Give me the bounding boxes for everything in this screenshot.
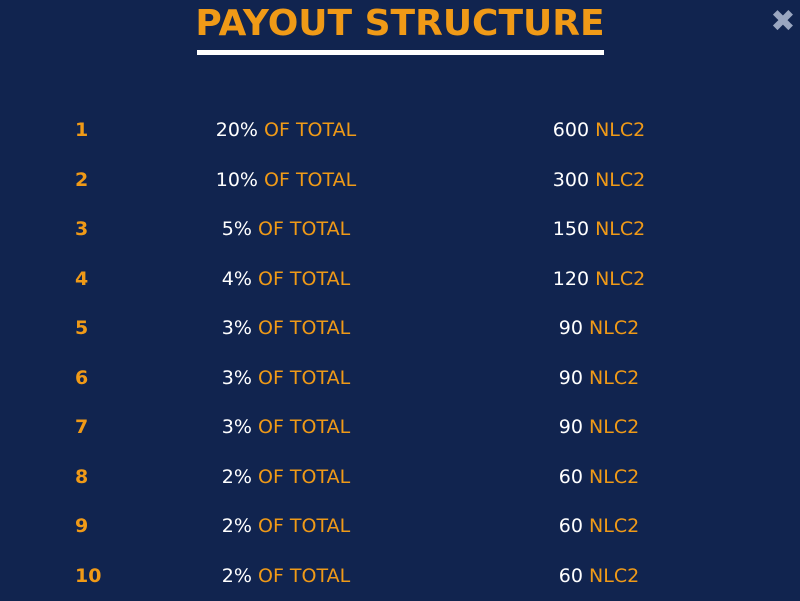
percent-value: 3% [222, 317, 252, 339]
rank-cell: 3 [75, 205, 115, 255]
currency-label: NLC2 [589, 515, 639, 537]
amount-cell: 60 NLC2 [449, 502, 749, 552]
table-row: 8 2% OF TOTAL 60 NLC2 [0, 453, 800, 503]
percent-cell: 20% OF TOTAL [136, 106, 436, 156]
rank-cell: 1 [75, 106, 115, 156]
amount-cell: 90 NLC2 [449, 354, 749, 404]
currency-label: NLC2 [589, 367, 639, 389]
currency-label: NLC2 [595, 218, 645, 240]
rank-cell: 7 [75, 403, 115, 453]
amount-value: 60 [559, 466, 583, 488]
amount-cell: 150 NLC2 [449, 205, 749, 255]
percent-value: 3% [222, 416, 252, 438]
percent-suffix: OF TOTAL [258, 218, 350, 240]
amount-value: 60 [559, 565, 583, 587]
percent-cell: 2% OF TOTAL [136, 552, 436, 601]
rank-cell: 4 [75, 255, 115, 305]
table-row: 6 3% OF TOTAL 90 NLC2 [0, 354, 800, 404]
amount-value: 60 [559, 515, 583, 537]
rank-cell: 5 [75, 304, 115, 354]
percent-suffix: OF TOTAL [258, 367, 350, 389]
currency-label: NLC2 [589, 466, 639, 488]
amount-cell: 90 NLC2 [449, 304, 749, 354]
percent-cell: 3% OF TOTAL [136, 304, 436, 354]
rank-cell: 8 [75, 453, 115, 503]
amount-cell: 300 NLC2 [449, 156, 749, 206]
rank-cell: 6 [75, 354, 115, 404]
page-title: PAYOUT STRUCTURE [195, 2, 604, 46]
table-row: 10 2% OF TOTAL 60 NLC2 [0, 552, 800, 601]
amount-value: 600 [553, 119, 589, 141]
percent-suffix: OF TOTAL [258, 466, 350, 488]
table-row: 2 10% OF TOTAL 300 NLC2 [0, 156, 800, 206]
percent-cell: 5% OF TOTAL [136, 205, 436, 255]
amount-value: 90 [559, 317, 583, 339]
amount-cell: 120 NLC2 [449, 255, 749, 305]
amount-value: 150 [553, 218, 589, 240]
percent-value: 2% [222, 515, 252, 537]
percent-value: 10% [216, 169, 258, 191]
percent-suffix: OF TOTAL [258, 268, 350, 290]
close-icon[interactable]: ✖ [770, 8, 796, 36]
percent-suffix: OF TOTAL [258, 565, 350, 587]
percent-value: 2% [222, 565, 252, 587]
amount-cell: 60 NLC2 [449, 552, 749, 601]
amount-cell: 90 NLC2 [449, 403, 749, 453]
currency-label: NLC2 [595, 119, 645, 141]
amount-value: 90 [559, 416, 583, 438]
percent-value: 20% [216, 119, 258, 141]
percent-cell: 10% OF TOTAL [136, 156, 436, 206]
rank-cell: 9 [75, 502, 115, 552]
percent-suffix: OF TOTAL [264, 119, 356, 141]
amount-value: 120 [553, 268, 589, 290]
amount-value: 90 [559, 367, 583, 389]
percent-cell: 2% OF TOTAL [136, 453, 436, 503]
percent-cell: 3% OF TOTAL [136, 403, 436, 453]
percent-cell: 4% OF TOTAL [136, 255, 436, 305]
percent-value: 4% [222, 268, 252, 290]
table-row: 1 20% OF TOTAL 600 NLC2 [0, 106, 800, 156]
percent-suffix: OF TOTAL [258, 515, 350, 537]
table-row: 4 4% OF TOTAL 120 NLC2 [0, 255, 800, 305]
percent-cell: 2% OF TOTAL [136, 502, 436, 552]
currency-label: NLC2 [595, 169, 645, 191]
percent-suffix: OF TOTAL [258, 416, 350, 438]
amount-cell: 600 NLC2 [449, 106, 749, 156]
title-underline [197, 50, 604, 55]
percent-value: 3% [222, 367, 252, 389]
currency-label: NLC2 [589, 317, 639, 339]
rank-cell: 10 [75, 552, 115, 601]
table-row: 9 2% OF TOTAL 60 NLC2 [0, 502, 800, 552]
percent-value: 5% [222, 218, 252, 240]
percent-suffix: OF TOTAL [264, 169, 356, 191]
percent-cell: 3% OF TOTAL [136, 354, 436, 404]
modal-header: PAYOUT STRUCTURE [0, 0, 800, 46]
amount-cell: 60 NLC2 [449, 453, 749, 503]
percent-value: 2% [222, 466, 252, 488]
percent-suffix: OF TOTAL [258, 317, 350, 339]
currency-label: NLC2 [589, 416, 639, 438]
rank-cell: 2 [75, 156, 115, 206]
payout-table: 1 20% OF TOTAL 600 NLC2 2 10% OF TOTAL 3… [0, 106, 800, 601]
currency-label: NLC2 [595, 268, 645, 290]
table-row: 7 3% OF TOTAL 90 NLC2 [0, 403, 800, 453]
amount-value: 300 [553, 169, 589, 191]
table-row: 3 5% OF TOTAL 150 NLC2 [0, 205, 800, 255]
table-row: 5 3% OF TOTAL 90 NLC2 [0, 304, 800, 354]
currency-label: NLC2 [589, 565, 639, 587]
